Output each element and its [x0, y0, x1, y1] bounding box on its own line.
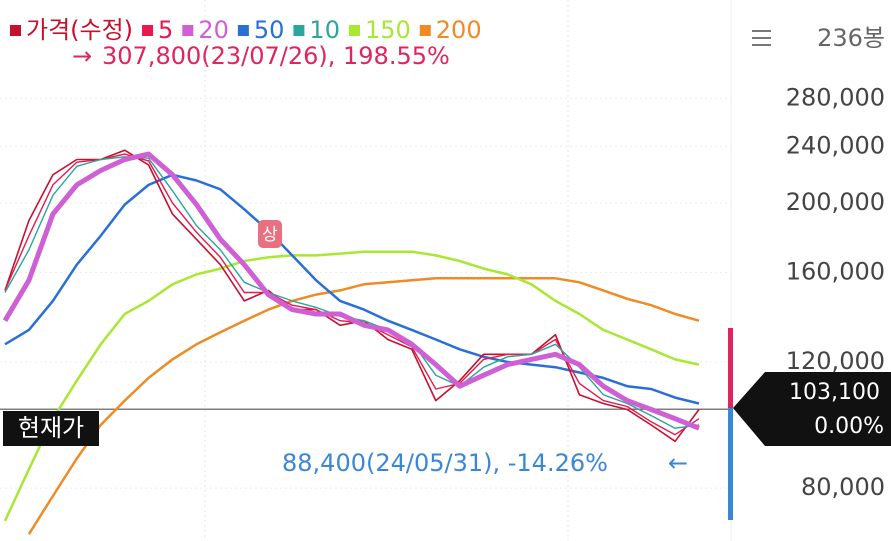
y-tick-label: 120,000: [786, 347, 885, 375]
legend-swatch: [293, 25, 305, 36]
series-line: [3, 250, 700, 522]
legend-label: 200: [436, 16, 482, 44]
limit-badge-bg: [258, 220, 282, 248]
legend-label: 5: [158, 16, 173, 44]
y-tick-label: 200,000: [786, 188, 885, 216]
legend-label: 10: [309, 16, 340, 44]
legend-label: 150: [365, 16, 411, 44]
legend-label: 50: [254, 16, 285, 44]
fall-range-bar: [728, 408, 733, 520]
limit-badge: 상: [262, 225, 278, 245]
current-change: 0.00%: [814, 414, 884, 439]
legend-swatch: [348, 25, 360, 36]
legend-swatch: [237, 25, 249, 36]
series-line: [4, 149, 700, 443]
grid: [0, 97, 731, 489]
current-price: 103,100: [789, 380, 880, 405]
y-tick-label: 80,000: [801, 473, 885, 501]
menu-icon[interactable]: [752, 30, 771, 46]
legend-swatch: [419, 25, 431, 36]
series-line: [27, 277, 700, 535]
bar-count: 236봉: [817, 24, 885, 52]
high-arrow: →: [72, 42, 92, 70]
legend: 가격(수정) 5 20 50 10 150 200: [10, 16, 482, 44]
rise-range-bar: [728, 328, 733, 408]
current-label-bg: [3, 411, 99, 446]
legend-label: 가격(수정): [26, 16, 133, 44]
current-label: 현재가: [18, 414, 84, 442]
low-arrow: ←: [668, 449, 688, 477]
legend-label: 20: [198, 16, 229, 44]
low-annotation: 88,400(24/05/31), -14.26%: [282, 449, 608, 477]
current-price-box: [733, 372, 891, 446]
legend-swatch: [142, 25, 154, 36]
legend-swatch: [182, 25, 194, 36]
series-line: [4, 173, 700, 405]
plot: [2, 149, 700, 535]
y-tick-label: 280,000: [786, 83, 885, 111]
high-annotation: 307,800(23/07/26), 198.55%: [102, 42, 450, 70]
y-tick-label: 240,000: [786, 131, 885, 159]
y-tick-label: 160,000: [786, 257, 885, 285]
series-line: [2, 151, 700, 431]
legend-swatch: [10, 25, 21, 36]
